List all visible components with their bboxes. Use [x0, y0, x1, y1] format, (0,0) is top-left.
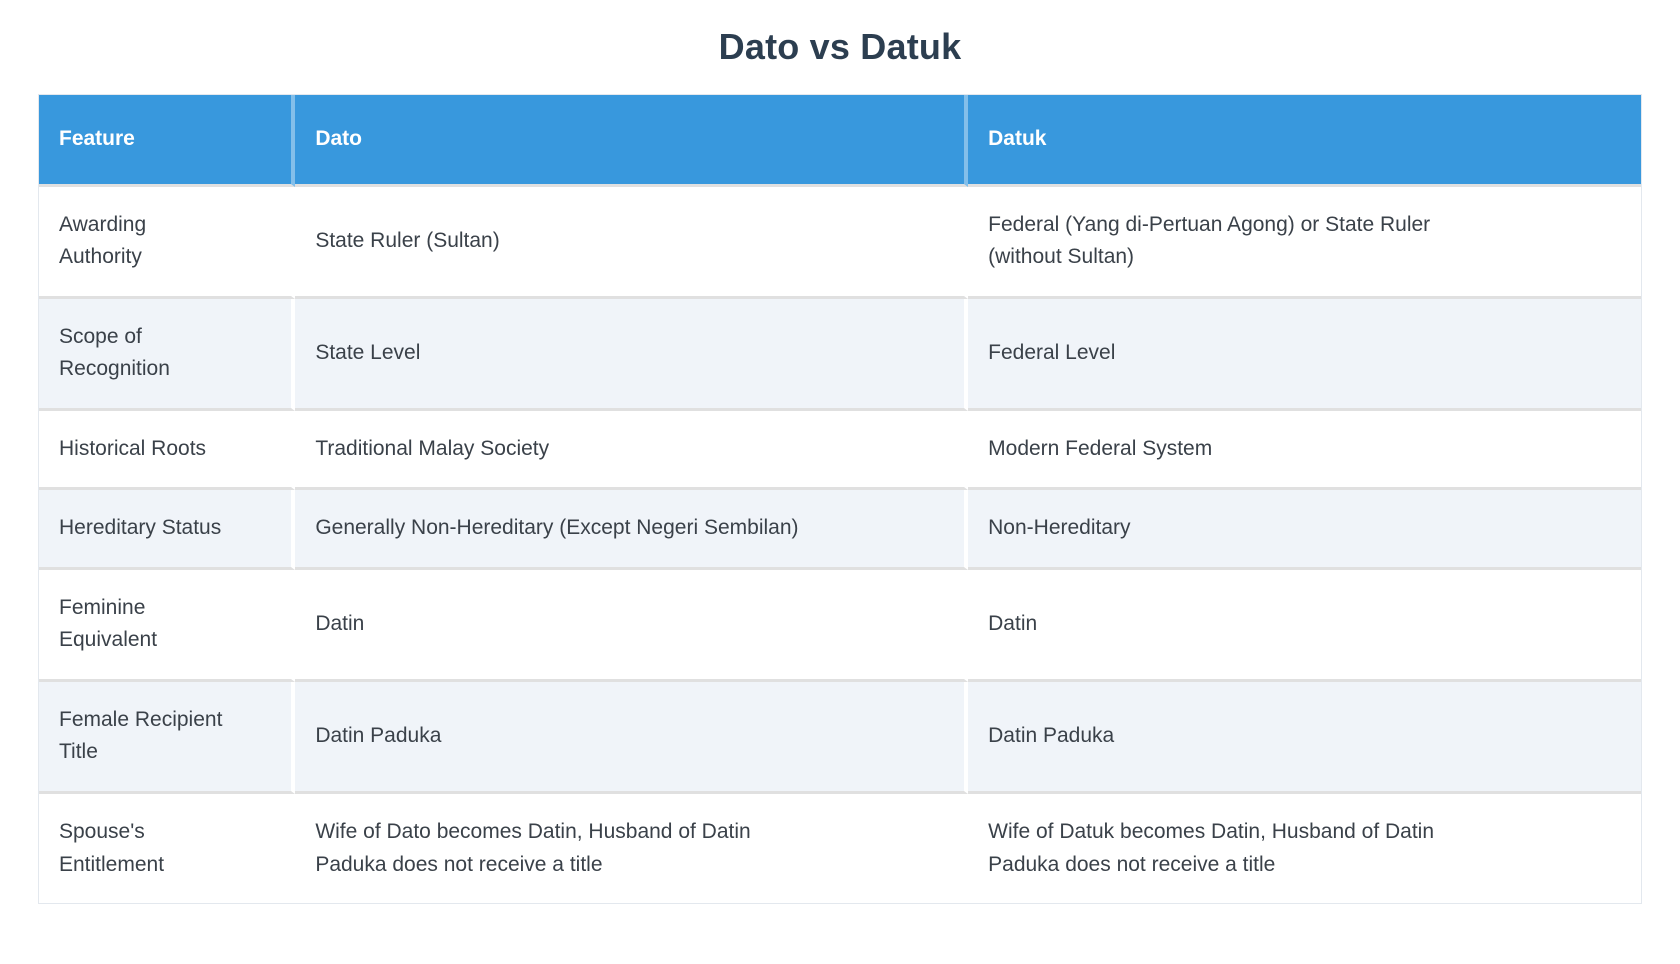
datuk-cell: Federal (Yang di-Pertuan Agong) or State…: [968, 186, 1641, 299]
dato-cell: Datin: [295, 569, 969, 682]
datuk-cell: Datin: [968, 569, 1641, 682]
feature-cell: Spouse's Entitlement: [39, 794, 296, 904]
comparison-table-container: Feature Dato Datuk Awarding Authority St…: [38, 94, 1642, 905]
feature-cell: Awarding Authority: [39, 186, 296, 299]
datuk-cell: Datin Paduka: [968, 681, 1641, 795]
dato-cell: State Level: [295, 298, 969, 411]
column-header-feature: Feature: [39, 95, 296, 187]
dato-cell: State Ruler (Sultan): [295, 186, 969, 299]
table-row: Scope of Recognition State Level Federal…: [39, 298, 1641, 411]
dato-cell: Datin Paduka: [295, 681, 969, 795]
datuk-cell: Wife of Datuk becomes Datin, Husband of …: [968, 794, 1641, 904]
column-header-datuk: Datuk: [968, 95, 1641, 187]
feature-cell: Historical Roots: [39, 410, 296, 491]
table-row: Historical Roots Traditional Malay Socie…: [39, 410, 1641, 491]
comparison-table: Feature Dato Datuk Awarding Authority St…: [39, 95, 1641, 904]
datuk-cell: Federal Level: [968, 298, 1641, 411]
feature-cell: Female Recipient Title: [39, 681, 296, 795]
table-row: Awarding Authority State Ruler (Sultan) …: [39, 186, 1641, 299]
table-row: Feminine Equivalent Datin Datin: [39, 569, 1641, 682]
feature-cell: Scope of Recognition: [39, 298, 296, 411]
table-row: Female Recipient Title Datin Paduka Dati…: [39, 681, 1641, 795]
column-header-dato: Dato: [295, 95, 969, 187]
dato-cell: Wife of Dato becomes Datin, Husband of D…: [295, 794, 969, 904]
dato-cell: Traditional Malay Society: [295, 410, 969, 491]
table-row: Spouse's Entitlement Wife of Dato become…: [39, 794, 1641, 904]
header-row: Feature Dato Datuk: [39, 95, 1641, 187]
feature-cell: Feminine Equivalent: [39, 569, 296, 682]
table-row: Hereditary Status Generally Non-Heredita…: [39, 490, 1641, 570]
datuk-cell: Non-Hereditary: [968, 490, 1641, 570]
dato-cell: Generally Non-Hereditary (Except Negeri …: [295, 490, 969, 570]
page-title: Dato vs Datuk: [718, 26, 962, 67]
feature-cell: Hereditary Status: [39, 490, 296, 570]
datuk-cell: Modern Federal System: [968, 410, 1641, 491]
